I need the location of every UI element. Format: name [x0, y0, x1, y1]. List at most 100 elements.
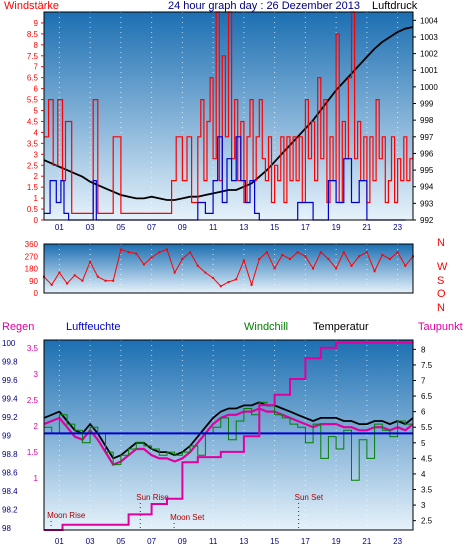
windchill-label: Windchill	[244, 321, 288, 333]
dewpoint-label: Taupunkt	[418, 321, 463, 333]
direction-point	[227, 281, 230, 284]
wind-label: Windstärke	[4, 0, 59, 12]
pressure-ytick: 1002	[420, 50, 438, 59]
rain-ytick: 1.5	[27, 448, 39, 457]
rain-ytick: 2.5	[27, 396, 39, 405]
compass-label: S	[437, 275, 444, 287]
pressure-ytick: 997	[420, 133, 434, 142]
wind-xtick: 23	[393, 223, 402, 232]
direction-point	[365, 251, 368, 254]
temp-ytick: 2.5	[421, 517, 433, 526]
direction-point	[327, 257, 330, 260]
wind-ytick: 3.5	[27, 139, 39, 148]
temp-ytick: 7	[421, 376, 426, 385]
direction-point	[119, 248, 122, 251]
direction-point	[250, 283, 253, 286]
wind-ytick: 2	[34, 172, 39, 181]
temperature-label: Temperatur	[313, 321, 369, 333]
direction-point	[335, 267, 338, 270]
astro-annotation: Sun Set	[295, 493, 324, 502]
direction-point	[373, 270, 376, 273]
direction-point	[312, 267, 315, 270]
direction-ytick: 0	[34, 289, 39, 298]
humidity-ytick: 98.2	[2, 506, 18, 515]
temp-xtick: 09	[178, 537, 187, 546]
pressure-ytick: 996	[420, 149, 434, 158]
temp-ytick: 4.5	[421, 454, 433, 463]
wind-ytick: 3	[34, 150, 39, 159]
rain-ytick: 3	[34, 370, 39, 379]
rain-ytick: 3.5	[27, 344, 39, 353]
humidity-ytick: 99.6	[2, 376, 18, 385]
temp-ytick: 6	[421, 408, 426, 417]
graph-title: 24 hour graph day : 26 Dezember 2013	[168, 0, 360, 12]
gust-line	[44, 11, 414, 214]
temp-panel-frame	[43, 339, 414, 531]
astro-annotation: Moon Set	[170, 513, 205, 522]
temp-ytick: 7.5	[421, 361, 433, 370]
direction-point	[142, 263, 145, 266]
temp-xtick: 17	[301, 537, 310, 546]
direction-point	[281, 253, 284, 256]
direction-point	[265, 251, 268, 254]
temp-ytick: 5	[421, 439, 426, 448]
humidity-ytick: 100	[2, 339, 16, 348]
wind-ytick: 5	[34, 107, 39, 116]
rain-ytick: 2	[34, 422, 39, 431]
temp-ytick: 6.5	[421, 392, 433, 401]
pressure-ytick: 1004	[420, 16, 438, 25]
wind-ytick: 0	[34, 216, 39, 225]
direction-point	[58, 271, 61, 274]
humidity-ytick: 99.2	[2, 413, 18, 422]
direction-point	[404, 264, 407, 267]
temp-xtick: 23	[393, 537, 402, 546]
temp-xtick: 21	[362, 537, 371, 546]
pressure-ytick: 992	[420, 216, 434, 225]
wind-ytick: 8	[34, 41, 39, 50]
temp-xtick: 03	[86, 537, 95, 546]
pressure-ytick: 995	[420, 166, 434, 175]
wind-xtick: 19	[332, 223, 341, 232]
humidity-ytick: 98.4	[2, 487, 18, 496]
wind-xtick: 03	[86, 223, 95, 232]
temp-xtick: 05	[116, 537, 125, 546]
humidity-ytick: 98.6	[2, 469, 18, 478]
direction-point	[173, 271, 176, 274]
compass-label: W	[437, 261, 448, 273]
direction-point	[112, 279, 115, 282]
wind-ytick: 7	[34, 63, 39, 72]
pressure-ytick: 998	[420, 116, 434, 125]
direction-point	[189, 251, 192, 254]
direction-point	[89, 260, 92, 263]
direction-point	[273, 267, 276, 270]
wind-xtick: 01	[55, 223, 64, 232]
direction-point	[50, 283, 53, 286]
direction-point	[219, 285, 222, 288]
direction-point	[150, 256, 153, 259]
wind-ytick: 9	[34, 19, 39, 28]
windchill-line	[44, 401, 414, 481]
temp-ytick: 5.5	[421, 423, 433, 432]
direction-point	[66, 282, 69, 285]
compass-label: N	[437, 237, 445, 249]
direction-point	[212, 277, 215, 280]
direction-panel-background	[44, 244, 413, 293]
wind-ytick: 0.5	[27, 205, 39, 214]
wind-ytick: 8.5	[27, 30, 39, 39]
temp-xtick: 07	[147, 537, 156, 546]
wind-xtick: 11	[209, 223, 218, 232]
direction-point	[358, 255, 361, 258]
astro-annotation: Moon Rise	[47, 511, 86, 520]
direction-point	[396, 251, 399, 254]
direction-ytick: 180	[25, 265, 39, 274]
wind-xtick: 21	[362, 223, 371, 232]
direction-point	[81, 279, 84, 282]
wind-ytick: 6.5	[27, 74, 39, 83]
direction-point	[104, 279, 107, 282]
humidity-label: Luftfeuchte	[66, 321, 120, 333]
direction-ytick: 360	[25, 240, 39, 249]
direction-point	[127, 251, 130, 254]
direction-ytick: 270	[25, 252, 39, 261]
direction-point	[181, 257, 184, 260]
humidity-ytick: 99.4	[2, 395, 18, 404]
